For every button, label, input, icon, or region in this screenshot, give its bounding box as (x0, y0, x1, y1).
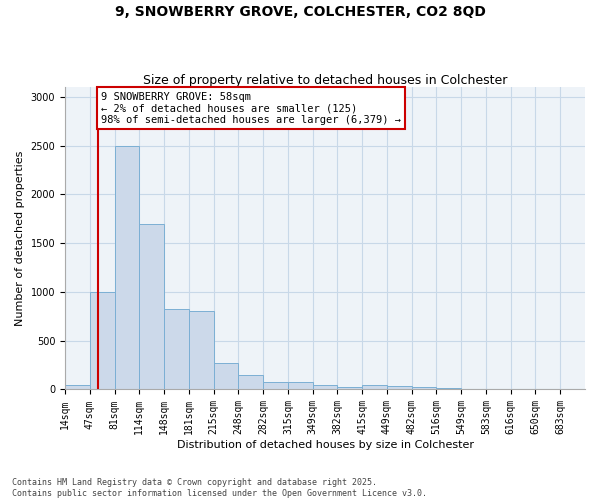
Bar (337, 386, 362, 390)
Bar (214, 362, 238, 390)
Bar (238, 375, 263, 390)
Bar (115, 146, 139, 390)
Bar (65, 384, 90, 390)
Title: Size of property relative to detached houses in Colchester: Size of property relative to detached ho… (143, 74, 507, 87)
Bar (263, 382, 288, 390)
Text: 9 SNOWBERRY GROVE: 58sqm
← 2% of detached houses are smaller (125)
98% of semi-d: 9 SNOWBERRY GROVE: 58sqm ← 2% of detache… (101, 92, 401, 124)
Text: 9, SNOWBERRY GROVE, COLCHESTER, CO2 8QD: 9, SNOWBERRY GROVE, COLCHESTER, CO2 8QD (115, 5, 485, 19)
X-axis label: Distribution of detached houses by size in Colchester: Distribution of detached houses by size … (176, 440, 473, 450)
Bar (461, 388, 486, 390)
Bar (313, 384, 337, 390)
Text: Contains HM Land Registry data © Crown copyright and database right 2025.
Contai: Contains HM Land Registry data © Crown c… (12, 478, 427, 498)
Bar (189, 312, 214, 390)
Bar (164, 309, 189, 390)
Bar (387, 386, 412, 390)
Bar (90, 292, 115, 390)
Bar (436, 388, 461, 390)
Y-axis label: Number of detached properties: Number of detached properties (15, 150, 25, 326)
Bar (139, 224, 164, 390)
Bar (412, 387, 436, 390)
Bar (288, 382, 313, 390)
Bar (362, 384, 387, 390)
